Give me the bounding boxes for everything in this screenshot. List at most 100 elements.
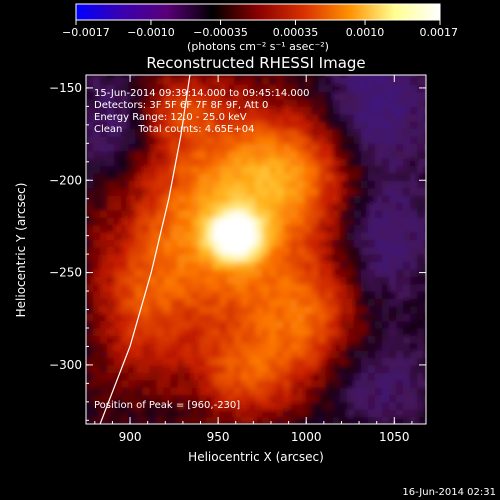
heatmap-cell: [374, 372, 383, 381]
heatmap-cell: [212, 76, 221, 85]
heatmap-cell: [163, 305, 172, 314]
heatmap-cell: [332, 239, 341, 248]
heatmap-cell: [424, 202, 426, 211]
heatmap-cell: [156, 283, 165, 292]
heatmap-cell: [353, 416, 362, 424]
heatmap-cell: [212, 172, 221, 181]
heatmap-cell: [184, 328, 193, 336]
heatmap-cell: [128, 232, 136, 240]
heatmap-cell: [325, 254, 334, 263]
heatmap-cell: [283, 364, 291, 373]
heatmap-cell: [382, 276, 390, 285]
heatmap-cell: [269, 387, 277, 396]
heatmap-cell: [114, 416, 122, 424]
heatmap-cell: [191, 298, 200, 307]
heatmap-cell: [86, 202, 94, 211]
heatmap-cell: [276, 202, 284, 211]
heatmap-cell: [219, 75, 228, 78]
heatmap-cell: [318, 76, 327, 85]
heatmap-cell: [212, 350, 221, 359]
heatmap-cell: [283, 298, 291, 307]
heatmap-cell: [128, 246, 136, 255]
heatmap-cell: [382, 113, 390, 122]
heatmap-cell: [403, 328, 411, 336]
heatmap-cell: [219, 180, 228, 189]
heatmap-cell: [367, 320, 376, 329]
heatmap-cell: [297, 217, 305, 226]
heatmap-cell: [149, 232, 157, 240]
heatmap-cell: [205, 121, 214, 130]
heatmap-cell: [163, 261, 172, 270]
heatmap-cell: [86, 172, 94, 181]
heatmap-cell: [93, 261, 101, 270]
heatmap-cell: [163, 372, 172, 381]
heatmap-cell: [205, 128, 214, 137]
heatmap-cell: [325, 84, 334, 93]
heatmap-cell: [93, 106, 101, 115]
heatmap-cell: [128, 172, 136, 181]
heatmap-cell: [205, 84, 214, 93]
heatmap-cell: [374, 76, 383, 85]
heatmap-cell: [142, 254, 150, 263]
heatmap-cell: [93, 328, 101, 336]
heatmap-cell: [262, 328, 270, 336]
heatmap-cell: [332, 276, 341, 285]
heatmap-cell: [290, 209, 298, 218]
heatmap-cell: [325, 350, 334, 359]
heatmap-cell: [367, 202, 376, 211]
heatmap-cell: [262, 335, 270, 344]
heatmap-cell: [339, 202, 348, 211]
heatmap-cell: [170, 409, 179, 418]
heatmap-cell: [360, 372, 369, 381]
heatmap-cell: [149, 357, 157, 366]
heatmap-cell: [297, 254, 305, 263]
heatmap-cell: [149, 165, 157, 174]
heatmap-cell: [353, 313, 362, 322]
heatmap-cell: [332, 254, 341, 263]
heatmap-cell: [198, 342, 207, 351]
heatmap-cell: [226, 106, 235, 115]
heatmap-cell: [121, 84, 129, 93]
heatmap-cell: [184, 261, 193, 270]
heatmap-cell: [297, 379, 305, 388]
heatmap-cell: [184, 342, 193, 351]
heatmap-cell: [297, 158, 305, 167]
heatmap-cell: [255, 394, 263, 403]
heatmap-cell: [403, 357, 411, 366]
heatmap-cell: [114, 335, 122, 344]
heatmap-cell: [142, 313, 150, 322]
heatmap-cell: [205, 187, 214, 196]
heatmap-cell: [353, 84, 362, 93]
heatmap-cell: [367, 106, 376, 115]
heatmap-cell: [346, 91, 355, 100]
heatmap-cell: [410, 291, 418, 299]
heatmap-cell: [248, 150, 256, 159]
heatmap-cell: [410, 75, 418, 78]
heatmap-cell: [410, 232, 418, 240]
heatmap-cell: [374, 150, 383, 159]
heatmap-cell: [234, 135, 242, 144]
heatmap-cell: [191, 209, 200, 218]
heatmap-cell: [424, 143, 426, 152]
heatmap-cell: [339, 246, 348, 255]
heatmap-cell: [374, 217, 383, 226]
heatmap-cell: [332, 113, 341, 122]
heatmap-cell: [212, 143, 221, 152]
heatmap-cell: [219, 187, 228, 196]
heatmap-cell: [241, 246, 249, 255]
heatmap-cell: [241, 75, 249, 78]
heatmap-cell: [283, 91, 291, 100]
heatmap-cell: [135, 372, 143, 381]
heatmap-cell: [234, 283, 242, 292]
heatmap-cell: [121, 232, 129, 240]
heatmap-cell: [382, 209, 390, 218]
heatmap-cell: [332, 350, 341, 359]
heatmap-cell: [226, 291, 235, 299]
heatmap-cell: [290, 165, 298, 174]
heatmap-cell: [212, 342, 221, 351]
heatmap-cell: [417, 217, 425, 226]
heatmap-cell: [114, 187, 122, 196]
heatmap-cell: [156, 409, 165, 418]
heatmap-cell: [226, 276, 235, 285]
heatmap-cell: [424, 254, 426, 263]
